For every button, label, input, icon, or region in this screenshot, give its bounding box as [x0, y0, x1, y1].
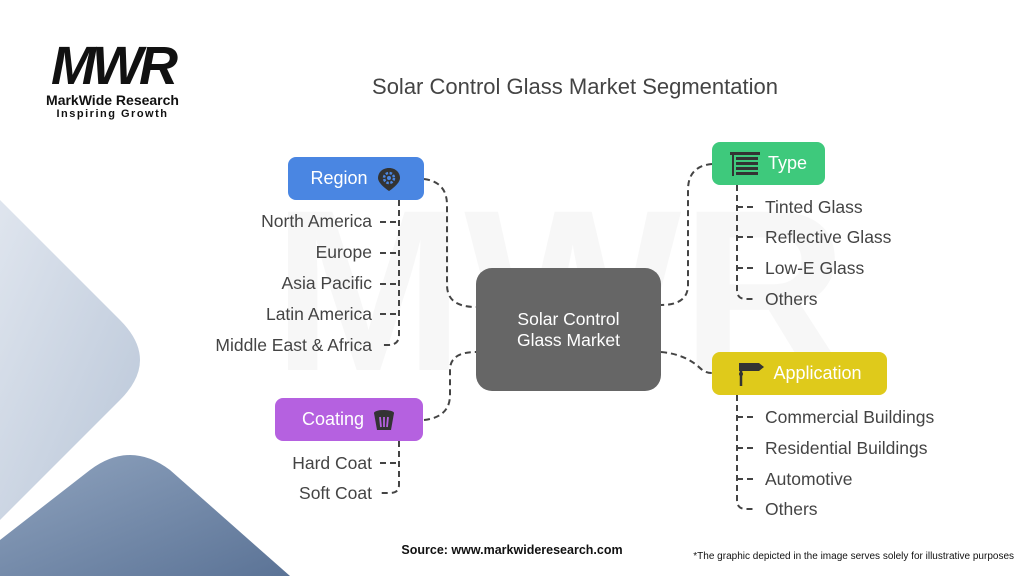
- list-item: Middle East & Africa: [215, 335, 372, 355]
- list-item: Low-E Glass: [765, 258, 865, 278]
- logo-mark: MWR: [51, 36, 178, 96]
- list-item: Automotive: [765, 469, 853, 489]
- background-shape: [0, 455, 290, 576]
- connector-region: [423, 178, 477, 308]
- type-branch: [736, 185, 756, 300]
- page-title: Solar Control Glass Market Segmentation: [372, 74, 778, 99]
- category-region: Region: [288, 157, 424, 200]
- category-application: Application: [712, 352, 887, 395]
- center-node: Solar Control Glass Market: [476, 268, 661, 391]
- connector-type: [660, 163, 713, 306]
- list-item: Europe: [315, 242, 372, 262]
- source-text: Source: www.markwideresearch.com: [401, 543, 623, 557]
- list-item: Others: [765, 499, 818, 519]
- category-type: Type: [712, 142, 825, 185]
- list-item: North America: [261, 211, 372, 231]
- center-line-1: Solar Control: [517, 308, 620, 329]
- bucket-icon: [374, 409, 395, 430]
- signpost-icon: [739, 362, 765, 386]
- footnote: *The graphic depicted in the image serve…: [693, 551, 1014, 562]
- connector-coating: [423, 351, 477, 421]
- location-gear-icon: [377, 167, 400, 191]
- list-item: Residential Buildings: [765, 438, 928, 458]
- list-item: Soft Coat: [299, 483, 372, 503]
- application-branch: [736, 395, 756, 510]
- coating-branch: [380, 441, 400, 494]
- list-item: Latin America: [265, 304, 372, 324]
- list-item: Others: [765, 289, 818, 309]
- category-label: Application: [773, 363, 862, 383]
- background-shape: [0, 200, 140, 520]
- category-coating: Coating: [275, 398, 423, 441]
- category-label: Region: [310, 168, 368, 188]
- category-label: Coating: [301, 409, 365, 429]
- logo-tagline: Inspiring Growth: [56, 108, 169, 120]
- category-label: Type: [767, 153, 808, 173]
- list-item: Hard Coat: [292, 453, 372, 473]
- connector-application: [660, 351, 713, 374]
- center-line-2: Glass Market: [516, 329, 621, 350]
- logo: MWR MarkWide Research Inspiring Growth: [30, 36, 195, 120]
- region-branch: [380, 200, 400, 346]
- list-item: Asia Pacific: [281, 273, 372, 293]
- list-item: Commercial Buildings: [765, 407, 935, 427]
- blinds-icon: [729, 151, 760, 176]
- logo-name: MarkWide Research: [46, 92, 179, 108]
- list-item: Tinted Glass: [765, 197, 863, 217]
- list-item: Reflective Glass: [765, 227, 892, 247]
